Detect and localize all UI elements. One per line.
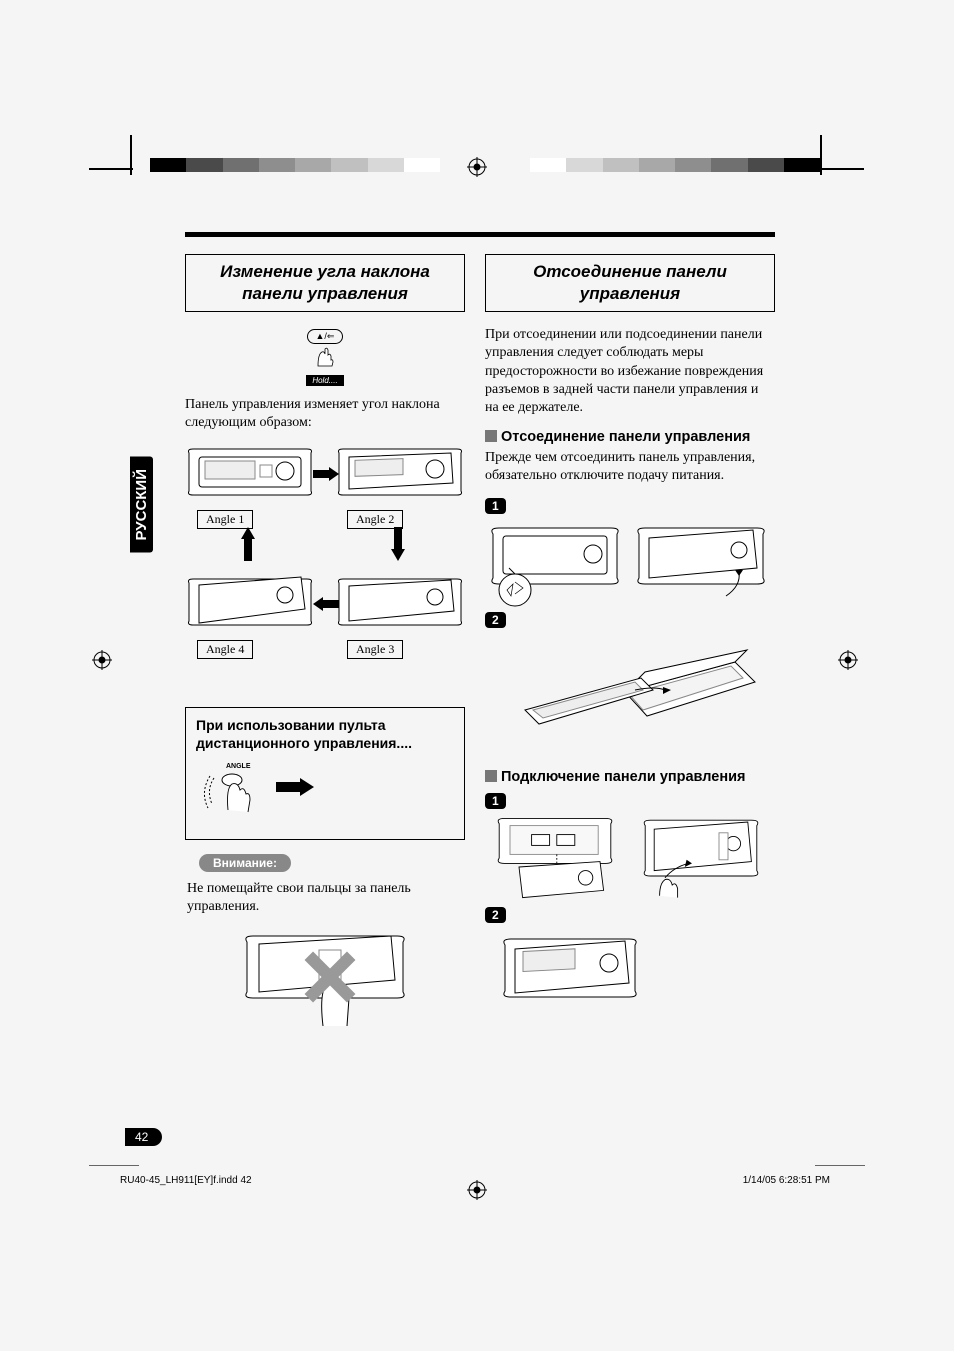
arrow-left-icon [313,597,339,611]
page-number: 42 [125,1128,162,1146]
section-title-box: Изменение угла наклона панели управления [185,254,465,312]
attach-step2-figure [485,927,775,1016]
caution-label: Внимание: [199,854,291,872]
square-bullet-icon [485,770,497,782]
hand-press-icon [310,346,340,368]
detach-fig-1a [485,518,625,608]
angle-label: Angle 4 [197,640,253,659]
printer-colorbar-right [530,158,820,172]
section-title-box: Отсоединение панели управления [485,254,775,312]
footer-timestamp: 1/14/05 6:28:51 PM [743,1175,830,1186]
arrow-right-icon [276,778,314,796]
attach-step1-figures [485,813,775,903]
crop-mark [130,135,132,175]
angle-panel-1: Angle 1 [185,441,315,519]
page-content: РУCСКИЙ Изменение угла наклона панели уп… [185,232,775,1162]
crop-mark [89,168,133,170]
print-footer: RU40-45_LH911[EY]f.indd 42 1/14/05 6:28:… [120,1175,830,1186]
case-illustration [485,632,765,752]
detach-step1-figures [485,518,775,608]
detach-text: Прежде чем отсоединить панель управления… [485,449,775,485]
intro-text: Панель управления изменяет угол наклона … [185,396,465,432]
caution-block: Внимание: Не помещайте свои пальцы за па… [185,854,465,1037]
left-column: Изменение угла наклона панели управления… [185,254,465,1037]
top-rule [185,232,775,237]
detach-fig-1b [631,518,771,608]
guide-line [815,1165,865,1166]
eject-angle-button-icon: ▲/⇐ [307,329,344,344]
footer-filename: RU40-45_LH911[EY]f.indd 42 [120,1175,252,1186]
language-tab: РУCСКИЙ [130,457,153,553]
section-title: Изменение угла наклона панели управления [194,261,456,305]
remote-diagram: ANGLE [196,758,454,823]
angle-panel-4: Angle 4 [185,571,315,649]
registration-mark-icon [92,650,112,670]
right-column: Отсоединение панели управления При отсое… [485,254,775,1016]
arrow-up-icon [241,527,255,561]
intro-text: При отсоединении или подсоединении панел… [485,326,775,417]
registration-mark-icon [467,157,487,177]
registration-mark-icon [838,650,858,670]
attach-fig-2 [495,927,645,1011]
subsection-heading-attach: Подключение панели управления [485,769,775,785]
section-title: Отсоединение панели управления [494,261,766,305]
square-bullet-icon [485,430,497,442]
caution-illustration [185,922,465,1037]
step-number-badge: 2 [485,612,506,628]
angle-label: Angle 3 [347,640,403,659]
crop-mark [820,135,822,175]
crop-mark [820,168,864,170]
printer-colorbar-left [150,158,440,172]
angle-panel-2: Angle 2 [335,441,465,519]
remote-control-box: При использовании пульта дистанционного … [185,707,465,840]
arrow-down-icon [391,527,405,561]
attach-fig-1a [485,813,625,903]
remote-heading: При использовании пульта дистанционного … [196,716,454,752]
angle-button-label: ANGLE [226,763,251,770]
arrow-right-icon [313,467,339,481]
step-number-badge: 1 [485,498,506,514]
hand-press-icon [228,784,251,812]
detach-step2-figure [485,632,775,757]
caution-text: Не помещайте свои пальцы за панель управ… [187,880,465,916]
step-number-badge: 2 [485,907,506,923]
angle-cycle-diagram: Angle 1 Angle 2 Angle 4 Angle 3 [185,441,465,691]
hold-button-diagram: ▲/⇐ Hold.... [185,326,465,388]
angle-panel-3: Angle 3 [335,571,465,649]
step-number-badge: 1 [485,793,506,809]
subsection-heading-detach: Отсоединение панели управления [485,429,775,445]
attach-fig-1b [631,813,771,903]
hold-label: Hold.... [306,375,343,386]
guide-line [89,1165,139,1166]
